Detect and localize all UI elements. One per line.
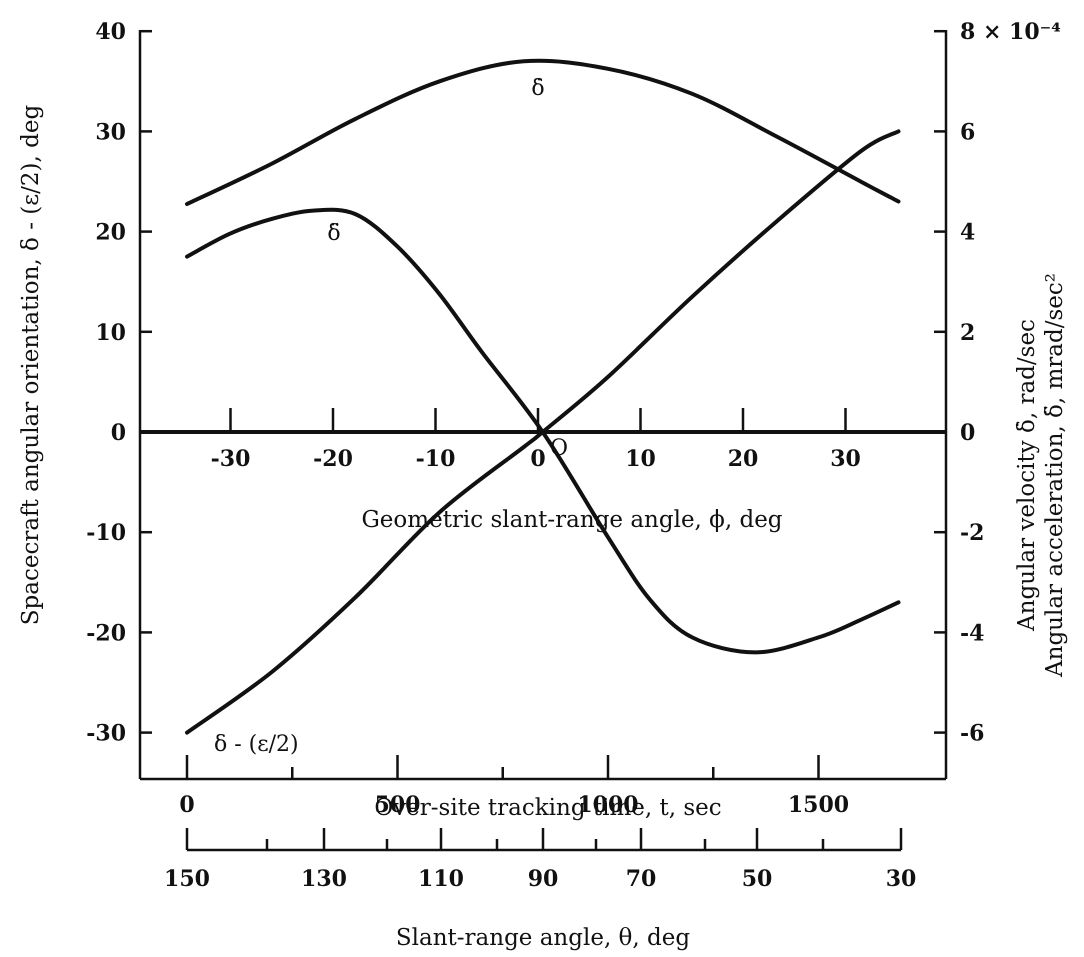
- right-axis-title-line1: Angular velocity δ̇, rad/sec: [1014, 319, 1040, 632]
- plot-frame: [138, 30, 948, 781]
- phi-tick-label: 20: [728, 446, 759, 472]
- left-axis-title: Spacecraft angular orientation, δ - (ε/2…: [18, 105, 44, 626]
- phi-tick-label: -20: [313, 446, 353, 472]
- time-tick-label: 1000: [577, 792, 638, 818]
- time-tick-label: 0: [179, 792, 194, 818]
- phi-tick-label: 0: [530, 446, 545, 472]
- left-tick-label: 20: [95, 220, 126, 246]
- phi-axis-title: Geometric slant-range angle, ϕ, deg: [361, 507, 782, 533]
- right-tick-label: -4: [960, 620, 984, 646]
- label-delta-dot: δ̇: [531, 76, 544, 101]
- curves: [185, 58, 901, 735]
- theta-tick-label: 90: [528, 866, 559, 892]
- right-axis: -6 -4 -2 0 2 4 6 8 × 10⁻⁴: [934, 19, 1061, 747]
- phi-tick-label: 30: [830, 446, 861, 472]
- time-axis-title: Over-site tracking time, t, sec: [374, 795, 721, 821]
- label-origin: O: [550, 436, 568, 461]
- left-tick-label: -10: [86, 520, 126, 546]
- time-tick-label: 500: [375, 792, 421, 818]
- theta-tick-label: 30: [886, 866, 917, 892]
- phi-tick-label: -10: [416, 446, 456, 472]
- phi-axis: -30 -20 -10 0 10 20 30: [211, 408, 861, 472]
- curve-delta-ddot: [185, 207, 901, 655]
- theta-tick-label: 70: [626, 866, 657, 892]
- label-delta-ddot: δ̈: [327, 221, 340, 246]
- theta-tick-label: 130: [301, 866, 347, 892]
- right-axis-title-line2: Angular acceleration, δ̈, mrad/sec²: [1042, 273, 1068, 678]
- right-tick-label: 4: [960, 220, 975, 246]
- time-axis: 0 500 1000 1500: [179, 755, 849, 818]
- phi-tick-label: 10: [625, 446, 656, 472]
- right-tick-label: 2: [960, 320, 975, 346]
- right-tick-label: 6: [960, 119, 975, 145]
- theta-tick-label: 50: [742, 866, 773, 892]
- right-tick-label: -2: [960, 520, 984, 546]
- right-tick-label: -6: [960, 721, 984, 747]
- left-tick-label: -20: [86, 620, 126, 646]
- curve-delta-dot: [185, 58, 901, 206]
- theta-tick-label: 150: [164, 866, 210, 892]
- theta-tick-label: 110: [418, 866, 464, 892]
- left-tick-label: -30: [86, 721, 126, 747]
- left-tick-label: 10: [95, 320, 126, 346]
- label-delta-main: δ - (ε/2): [214, 732, 299, 757]
- right-tick-label: 0: [960, 420, 975, 446]
- left-tick-label: 40: [95, 19, 126, 45]
- theta-axis: 150 130 110 90 70 50 30: [164, 828, 916, 892]
- right-tick-label: 8 × 10⁻⁴: [960, 19, 1061, 45]
- phi-tick-label: -30: [211, 446, 251, 472]
- theta-axis-title: Slant-range angle, θ, deg: [396, 925, 690, 951]
- time-tick-label: 1500: [788, 792, 849, 818]
- left-tick-label: 0: [111, 420, 126, 446]
- left-axis: -30 -20 -10 0 10 20 30 40: [86, 19, 152, 747]
- left-tick-label: 30: [95, 119, 126, 145]
